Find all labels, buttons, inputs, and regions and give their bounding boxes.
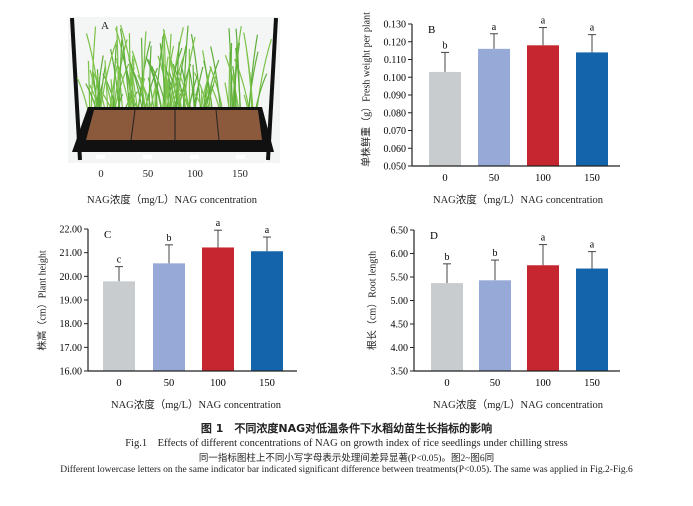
significance-letter: b — [167, 233, 172, 244]
bar-0 — [429, 71, 461, 166]
chart-d-xlabel: NAG浓度（mg/L）NAG concentration — [432, 400, 603, 411]
significance-letter: a — [541, 16, 546, 27]
tray-tag — [96, 155, 105, 159]
panel-label: C — [104, 229, 111, 241]
y-tick-label: 6.00 — [391, 249, 409, 260]
significance-letter: b — [493, 248, 498, 259]
significance-letter: a — [492, 22, 497, 33]
bar-100 — [202, 247, 234, 371]
caption-note-en: Different lowercase letters on the same … — [60, 465, 633, 475]
x-tick-label: 50 — [489, 173, 500, 184]
bar-50 — [479, 280, 511, 371]
panel-a-label: A — [101, 20, 109, 32]
x-tick-label: 100 — [210, 378, 226, 389]
y-tick-label: 6.50 — [391, 226, 409, 237]
x-tick-label: 50 — [490, 378, 501, 389]
significance-letter: a — [265, 225, 270, 236]
y-tick-label: 17.00 — [60, 343, 83, 354]
panel-label: B — [428, 24, 435, 36]
y-tick-label: 0.120 — [384, 37, 407, 48]
panel-a-tick: 50 — [142, 169, 154, 180]
y-tick-label: 0.110 — [384, 55, 406, 66]
bar-150 — [576, 268, 608, 371]
x-tick-label: 0 — [444, 378, 449, 389]
x-tick-label: 150 — [584, 173, 600, 184]
panel-a-photo — [68, 17, 280, 163]
significance-letter: a — [541, 233, 546, 244]
soil — [86, 110, 262, 140]
bar-100 — [527, 265, 559, 371]
chart-d: D 3.50 4.00 4.50 5.00 5.50 6.00 6.50 b 0 b 50 a 100 a 1… — [391, 226, 620, 389]
caption-note-cn: 同一指标图柱上不同小写字母表示处理间差异显著(P<0.05)。图2~图6同 — [198, 454, 495, 464]
y-tick-label: 22.00 — [60, 225, 83, 236]
tray-divider — [130, 109, 136, 141]
significance-letter: b — [443, 40, 448, 51]
panel-a-tick: 100 — [187, 169, 203, 180]
y-tick-label: 5.00 — [391, 296, 409, 307]
bar-100 — [527, 45, 559, 166]
y-tick-label: 3.50 — [391, 367, 409, 378]
panel-a-tick: 0 — [98, 169, 104, 180]
tray-tag — [190, 155, 199, 159]
y-tick-label: 4.00 — [391, 343, 409, 354]
y-tick-label: 20.00 — [60, 272, 83, 283]
x-tick-label: 0 — [442, 173, 447, 184]
y-tick-label: 0.090 — [384, 91, 407, 102]
x-tick-label: 50 — [164, 378, 175, 389]
y-tick-label: 0.060 — [384, 144, 407, 155]
bar-50 — [153, 263, 185, 371]
tray-tag — [236, 155, 245, 159]
significance-letter: a — [590, 240, 595, 251]
y-tick-label: 0.070 — [384, 126, 407, 137]
chart-c-ylabel: 株高（cm）Plant height — [37, 250, 49, 351]
chart-c-xlabel: NAG浓度（mg/L）NAG concentration — [110, 400, 281, 411]
y-tick-label: 16.00 — [60, 367, 83, 378]
bar-50 — [478, 48, 510, 166]
tray-divider — [215, 109, 220, 141]
chart-c: C 16.00 17.00 18.00 19.00 20.00 21.00 22.00 c 0 b 5… — [60, 218, 297, 389]
y-tick-label: 21.00 — [60, 248, 83, 259]
y-tick-label: 4.50 — [391, 320, 409, 331]
x-tick-label: 100 — [535, 378, 551, 389]
tray-tag — [143, 155, 152, 159]
x-tick-label: 150 — [584, 378, 600, 389]
caption-title-cn: 图 1 不同浓度NAG对低温条件下水稻幼苗生长指标的影响 — [200, 422, 493, 435]
x-tick-label: 100 — [535, 173, 551, 184]
x-tick-label: 0 — [116, 378, 121, 389]
bar-0 — [103, 281, 135, 371]
bar-150 — [251, 251, 283, 371]
y-tick-label: 0.100 — [384, 73, 407, 84]
y-tick-label: 5.50 — [391, 273, 409, 284]
chart-d-ylabel: 根长（cm）Root length — [367, 250, 379, 351]
x-tick-label: 150 — [259, 378, 275, 389]
y-tick-label: 18.00 — [60, 319, 83, 330]
panel-label: D — [430, 230, 438, 242]
chart-b-ylabel: 单株鲜重（g）Fresh weight per plant — [361, 12, 373, 167]
significance-letter: a — [216, 218, 221, 229]
significance-letter: b — [445, 252, 450, 263]
significance-letter: a — [590, 23, 595, 34]
y-tick-label: 19.00 — [60, 296, 83, 307]
significance-letter: c — [117, 255, 122, 266]
chart-b-xlabel: NAG浓度（mg/L）NAG concentration — [432, 195, 603, 206]
chart-b: B 0.050 0.060 0.070 0.080 0.090 0.100 0.110 0.12… — [384, 16, 620, 184]
y-tick-label: 0.080 — [384, 108, 407, 119]
y-tick-label: 0.130 — [384, 20, 407, 31]
caption-title-en: Fig.1 Effects of different concentration… — [125, 438, 568, 449]
bar-0 — [431, 283, 463, 371]
y-tick-label: 0.050 — [384, 162, 407, 173]
panel-a-xlabel: NAG浓度（mg/L）NAG concentration — [86, 195, 257, 206]
bar-150 — [576, 52, 608, 166]
panel-a-tick: 150 — [232, 169, 248, 180]
